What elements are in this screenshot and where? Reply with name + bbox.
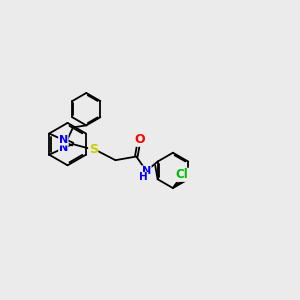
Text: N: N	[59, 135, 68, 145]
Text: N: N	[142, 166, 151, 176]
Text: O: O	[134, 133, 145, 146]
Text: Cl: Cl	[176, 168, 189, 181]
Text: S: S	[89, 143, 98, 156]
Text: N: N	[59, 143, 68, 153]
Text: H: H	[139, 172, 148, 182]
